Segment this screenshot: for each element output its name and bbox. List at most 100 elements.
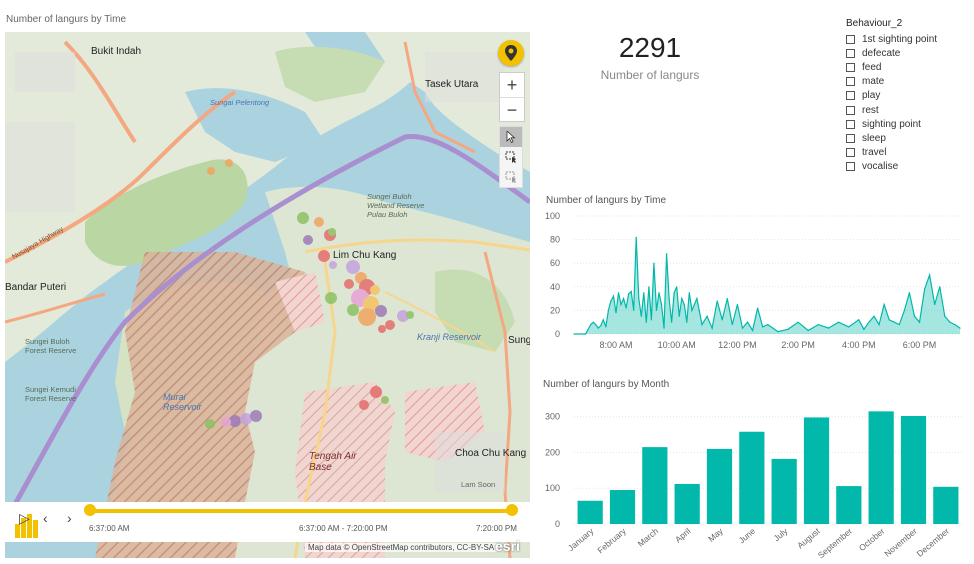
pointer-tool[interactable] — [500, 127, 522, 147]
data-point — [655, 309, 658, 311]
x-tick-label: July — [771, 525, 790, 543]
data-point — [741, 327, 744, 329]
x-tick-label: January — [566, 525, 596, 553]
data-point — [622, 298, 625, 300]
map-label-bukit-indah: Bukit Indah — [91, 46, 142, 57]
data-point — [913, 315, 916, 317]
next-button[interactable]: › — [67, 510, 72, 526]
map-attribution: Map data © OpenStreetMap contributors, C… — [305, 543, 498, 552]
map-label-sungei-kemudi: Sungei Kemudi Forest Reserve — [25, 385, 77, 403]
time-slider-end-handle[interactable] — [506, 504, 518, 516]
data-point — [898, 323, 900, 326]
checkbox[interactable] — [846, 162, 855, 172]
checkbox[interactable] — [846, 48, 855, 58]
map-toolbar — [499, 126, 523, 188]
zoom-in-button[interactable]: + — [500, 73, 524, 98]
checkbox[interactable] — [846, 133, 855, 143]
rect-select-tool[interactable] — [500, 147, 522, 167]
map-pin-button[interactable] — [498, 40, 524, 66]
data-point — [706, 315, 708, 317]
data-point — [701, 323, 703, 326]
data-point — [949, 321, 951, 323]
map-label-lam-soon: Lam Soon — [461, 480, 496, 489]
bar — [803, 417, 830, 524]
data-point — [573, 333, 575, 335]
checkbox[interactable] — [846, 77, 855, 87]
data-point — [635, 236, 637, 238]
map-label-choa-chu-kang: Choa Chu Kang — [455, 448, 527, 459]
map-basemap[interactable] — [5, 32, 530, 558]
y-tick-label: 0 — [555, 519, 560, 529]
slicer-item-label: sleep — [862, 132, 886, 144]
y-tick-label: 100 — [545, 211, 560, 221]
time-slider-start-handle[interactable] — [84, 504, 96, 516]
bar — [577, 500, 603, 524]
checkbox[interactable] — [846, 119, 855, 129]
prev-button[interactable]: ‹ — [43, 510, 48, 526]
data-point — [691, 309, 693, 311]
data-point — [590, 323, 592, 326]
time-slider-track[interactable] — [89, 509, 512, 513]
data-point — [585, 333, 587, 335]
time-slider[interactable]: ▷ ‹ › 6:37:00 AM 6:37:00 AM - 7:20:00 PM… — [5, 502, 530, 542]
checkbox[interactable] — [846, 91, 855, 101]
series-area — [574, 237, 960, 334]
slicer-item[interactable]: mate — [846, 75, 937, 89]
slicer-item[interactable]: defecate — [846, 46, 937, 60]
time-start-label: 6:37:00 AM — [89, 524, 130, 533]
data-point — [757, 307, 759, 309]
data-point — [673, 292, 675, 294]
time-chart[interactable]: 0 20 40 60 80 100 8:00 AM 10:00 AM 12:00 PM 2:00 … — [540, 208, 970, 356]
slicer-item[interactable]: 1st sighting point — [846, 32, 937, 46]
data-point — [683, 303, 685, 306]
data-point — [633, 309, 635, 311]
data-point — [944, 315, 946, 317]
slicer-item[interactable]: sighting point — [846, 117, 937, 131]
data-point — [959, 327, 961, 329]
y-tick-label: 200 — [545, 447, 560, 457]
bar — [771, 458, 797, 524]
x-tick-label: August — [795, 525, 822, 550]
zoom-out-button[interactable]: − — [506, 99, 518, 120]
slicer-item[interactable]: vocalise — [846, 160, 937, 174]
x-tick-label: 8:00 AM — [599, 340, 632, 350]
lasso-select-tool[interactable] — [500, 167, 522, 187]
data-point — [848, 326, 850, 328]
checkbox[interactable] — [846, 62, 855, 72]
data-point — [653, 262, 655, 264]
slicer-item-label: feed — [862, 61, 882, 73]
checkbox[interactable] — [846, 34, 855, 44]
data-point — [665, 253, 668, 255]
map-panel[interactable]: Bukit Indah Tasek Utara Lim Chu Kang Ban… — [5, 32, 530, 558]
x-tick-label: April — [673, 526, 693, 545]
map-label-sungai-pelentong: Sungai Pelentong — [210, 98, 270, 107]
data-point — [837, 321, 840, 323]
data-point — [883, 303, 885, 306]
play-button[interactable]: ▷ — [19, 510, 30, 526]
slicer-item[interactable]: travel — [846, 146, 937, 160]
data-point — [630, 290, 632, 293]
checkbox[interactable] — [846, 148, 855, 158]
map-label-murai: Murai Reservoir — [163, 392, 202, 412]
slicer-item[interactable]: rest — [846, 103, 937, 117]
slicer-item[interactable]: sleep — [846, 131, 937, 145]
data-point — [668, 298, 670, 300]
month-chart[interactable]: 0 100 200 300 January February March April May Ju… — [540, 400, 972, 562]
data-point — [762, 326, 764, 328]
data-point — [660, 303, 663, 306]
slicer-item[interactable]: feed — [846, 60, 937, 74]
checkbox[interactable] — [846, 105, 855, 115]
y-tick-label: 0 — [555, 329, 560, 339]
location-pin-icon — [505, 45, 517, 61]
data-point — [625, 307, 627, 309]
time-end-label: 7:20:00 PM — [476, 524, 517, 533]
slicer-item-label: travel — [862, 147, 887, 159]
data-point — [620, 303, 622, 306]
data-point — [934, 303, 936, 306]
slicer-item[interactable]: play — [846, 89, 937, 103]
data-point — [592, 321, 594, 323]
behaviour-slicer: Behaviour_2 1st sighting point defecate fe… — [846, 18, 937, 174]
map-label-sungai-buloh: Sungei Buloh Forest Reserve — [25, 337, 77, 355]
data-point — [923, 288, 926, 290]
data-point — [617, 292, 620, 294]
